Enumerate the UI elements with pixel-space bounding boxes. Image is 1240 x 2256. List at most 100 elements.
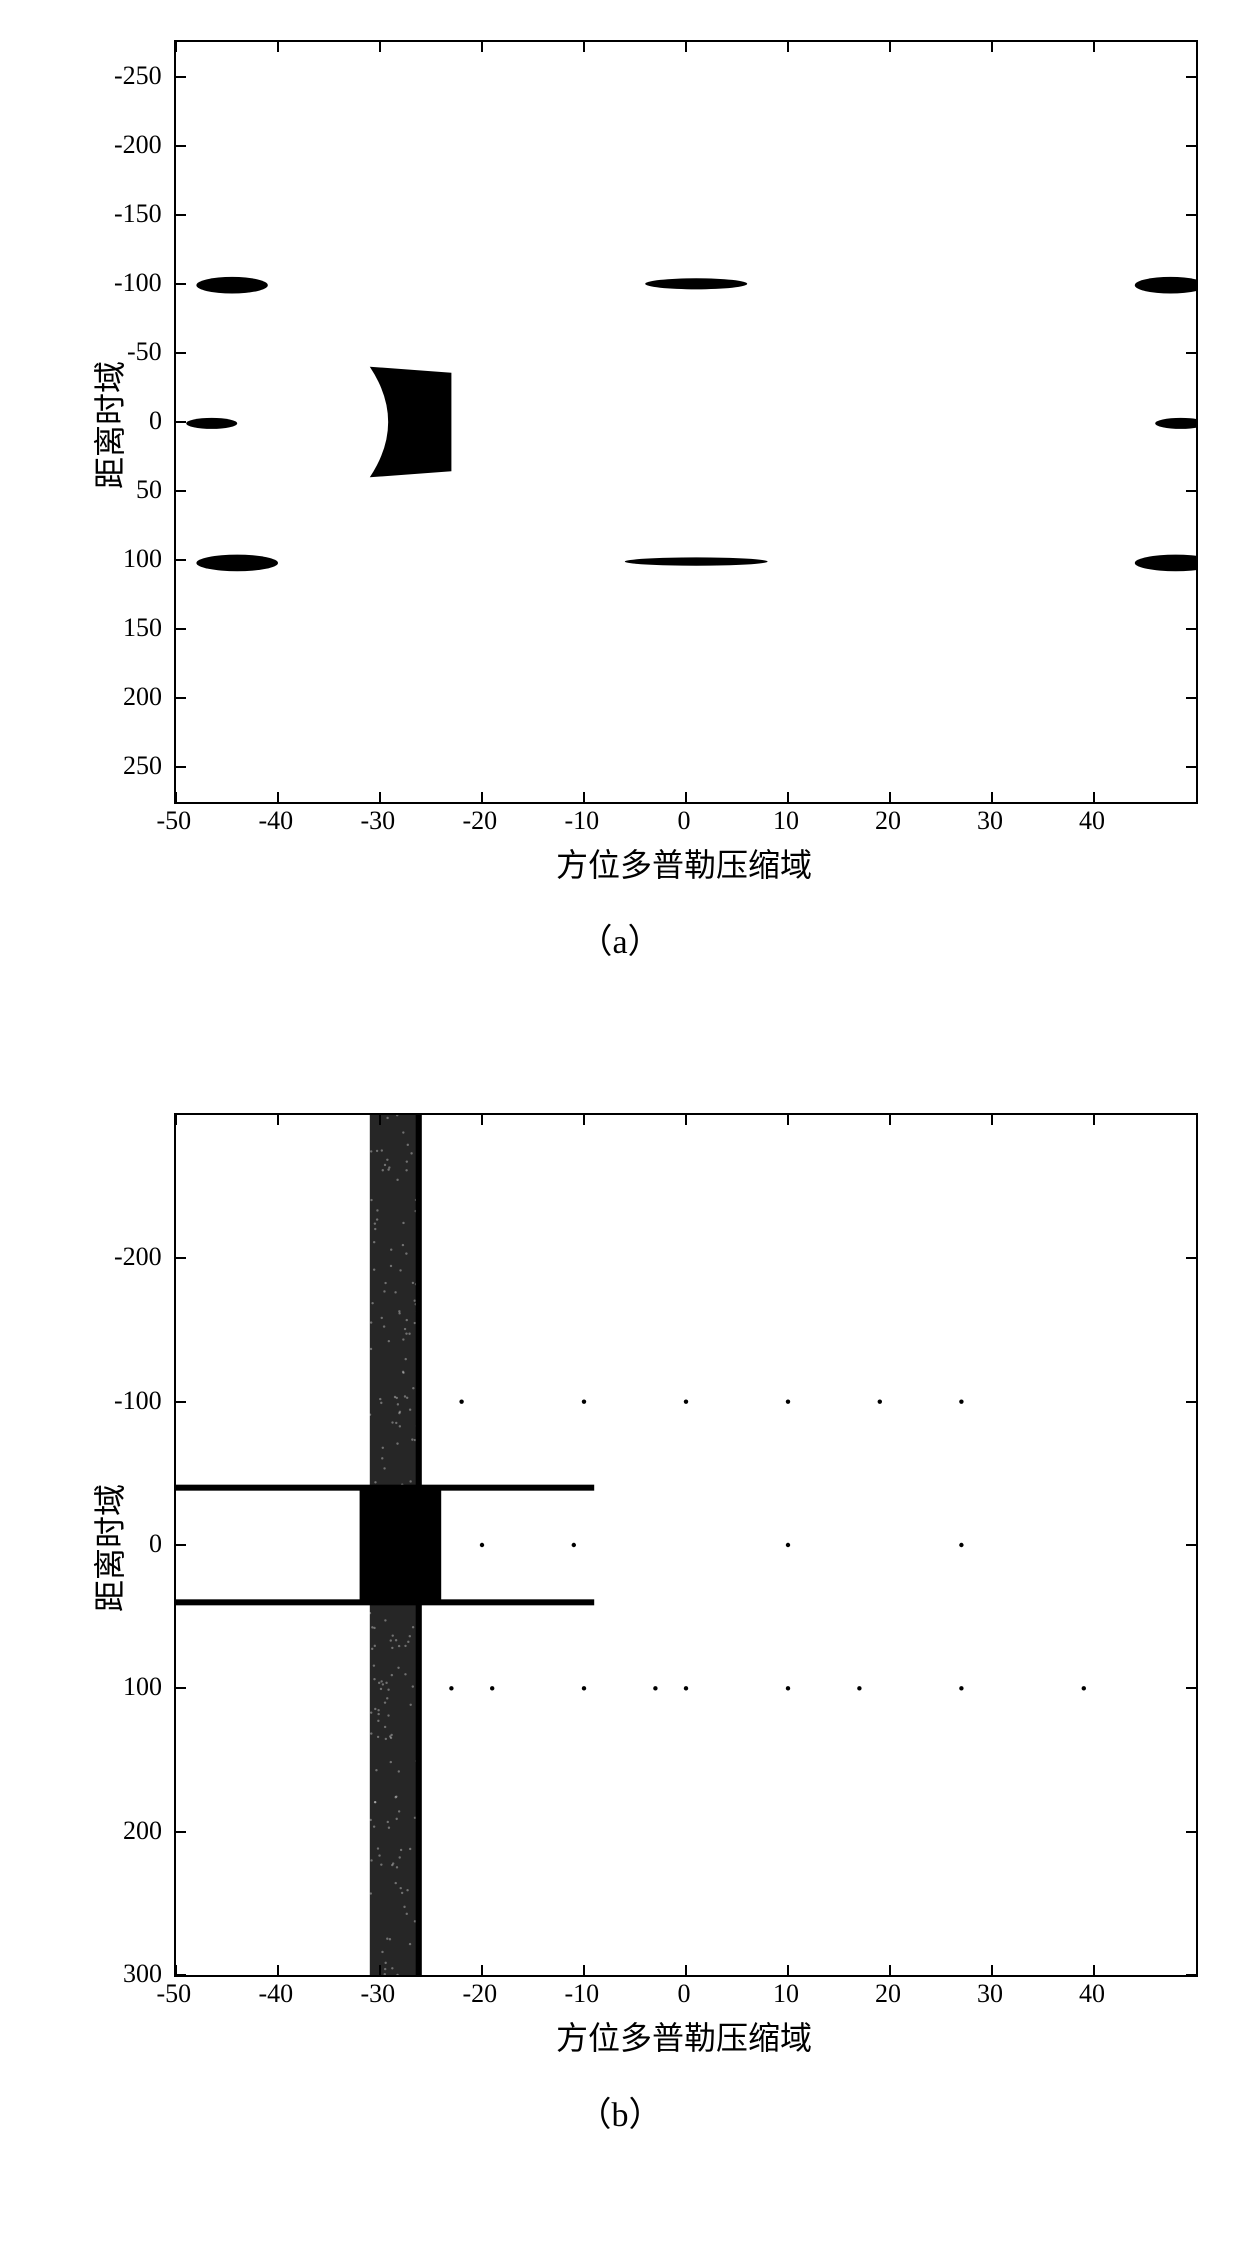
ytick-mark — [1186, 490, 1196, 492]
ytick-mark — [1186, 214, 1196, 216]
ytick-label: -100 — [114, 268, 162, 298]
ytick-mark — [1186, 283, 1196, 285]
xtick-label: -40 — [259, 1979, 294, 2009]
xtick-mark — [481, 792, 483, 802]
ytick-mark — [1186, 76, 1196, 78]
xtick-mark — [583, 792, 585, 802]
ytick-mark — [176, 1401, 186, 1403]
xtick-mark — [481, 1115, 483, 1125]
ytick-mark — [176, 421, 186, 423]
ytick-mark — [1186, 1687, 1196, 1689]
ylabel-b: 距离时域 — [85, 1484, 131, 1612]
plot-area-a — [174, 40, 1198, 804]
ytick-mark — [1186, 1257, 1196, 1259]
shapes-a — [176, 42, 1196, 802]
xtick-mark — [379, 1965, 381, 1975]
plot-area-b — [174, 1113, 1198, 1977]
xtick-mark — [277, 42, 279, 52]
ytick-mark — [176, 1974, 186, 1976]
xtick-mark — [379, 792, 381, 802]
panel-a: 距离时域 方位多普勒压缩域 （a） -250-200-150-100-50050… — [6, 40, 1234, 963]
xtick-mark — [991, 792, 993, 802]
ytick-label: 0 — [149, 1529, 162, 1559]
ytick-mark — [176, 628, 186, 630]
xtick-mark — [889, 1965, 891, 1975]
xtick-label: 10 — [773, 806, 799, 836]
xtick-mark — [685, 1965, 687, 1975]
xtick-mark — [787, 792, 789, 802]
xtick-mark — [175, 42, 177, 52]
xtick-mark — [889, 42, 891, 52]
ytick-label: -50 — [127, 337, 162, 367]
xtick-mark — [1093, 42, 1095, 52]
ytick-mark — [1186, 766, 1196, 768]
caption-b: （b） — [6, 2087, 1234, 2136]
xtick-mark — [583, 42, 585, 52]
xtick-label: 20 — [875, 1979, 901, 2009]
xtick-mark — [991, 1965, 993, 1975]
ytick-label: 50 — [136, 475, 162, 505]
ytick-mark — [176, 283, 186, 285]
xtick-mark — [277, 1965, 279, 1975]
xtick-mark — [787, 42, 789, 52]
xtick-mark — [787, 1115, 789, 1125]
ytick-label: -100 — [114, 1386, 162, 1416]
xtick-label: -10 — [565, 806, 600, 836]
ytick-mark — [176, 352, 186, 354]
xtick-mark — [277, 1115, 279, 1125]
ytick-mark — [1186, 145, 1196, 147]
xtick-mark — [583, 1965, 585, 1975]
xtick-label: -30 — [361, 806, 396, 836]
ytick-mark — [1186, 352, 1196, 354]
xtick-label: -50 — [157, 1979, 192, 2009]
xtick-mark — [1093, 1115, 1095, 1125]
ylabel-a: 距离时域 — [85, 361, 131, 489]
ytick-label: 200 — [123, 1816, 162, 1846]
xtick-label: -10 — [565, 1979, 600, 2009]
xtick-mark — [685, 42, 687, 52]
xtick-mark — [481, 42, 483, 52]
xtick-mark — [787, 1965, 789, 1975]
xtick-label: -20 — [463, 806, 498, 836]
xtick-label: 0 — [678, 1979, 691, 2009]
xtick-mark — [1093, 792, 1095, 802]
ytick-mark — [1186, 1974, 1196, 1976]
ytick-label: -250 — [114, 61, 162, 91]
ytick-mark — [176, 697, 186, 699]
xtick-label: -40 — [259, 806, 294, 836]
ytick-mark — [176, 1544, 186, 1546]
xtick-mark — [889, 1115, 891, 1125]
xtick-label: 10 — [773, 1979, 799, 2009]
xtick-label: 30 — [977, 806, 1003, 836]
ytick-label: -200 — [114, 130, 162, 160]
xtick-mark — [991, 1115, 993, 1125]
xtick-label: 30 — [977, 1979, 1003, 2009]
shapes-b — [176, 1115, 1196, 1975]
page: 距离时域 方位多普勒压缩域 （a） -250-200-150-100-50050… — [0, 0, 1240, 2256]
xtick-mark — [685, 1115, 687, 1125]
xtick-mark — [379, 1115, 381, 1125]
xtick-mark — [379, 42, 381, 52]
xlabel-a: 方位多普勒压缩域 — [556, 840, 812, 886]
xtick-mark — [175, 1115, 177, 1125]
xtick-mark — [1093, 1965, 1095, 1975]
ytick-mark — [1186, 697, 1196, 699]
xtick-mark — [685, 792, 687, 802]
xtick-mark — [583, 1115, 585, 1125]
xtick-mark — [481, 1965, 483, 1975]
xtick-label: 40 — [1079, 1979, 1105, 2009]
ytick-mark — [176, 76, 186, 78]
xtick-mark — [991, 42, 993, 52]
ytick-mark — [176, 145, 186, 147]
xtick-label: 0 — [678, 806, 691, 836]
xtick-label: 40 — [1079, 806, 1105, 836]
caption-a: （a） — [6, 914, 1234, 963]
xtick-mark — [889, 792, 891, 802]
ytick-mark — [1186, 628, 1196, 630]
ytick-mark — [1186, 1401, 1196, 1403]
ytick-mark — [1186, 1544, 1196, 1546]
ytick-mark — [1186, 559, 1196, 561]
ytick-label: -200 — [114, 1242, 162, 1272]
ytick-label: 250 — [123, 751, 162, 781]
ytick-label: 200 — [123, 682, 162, 712]
